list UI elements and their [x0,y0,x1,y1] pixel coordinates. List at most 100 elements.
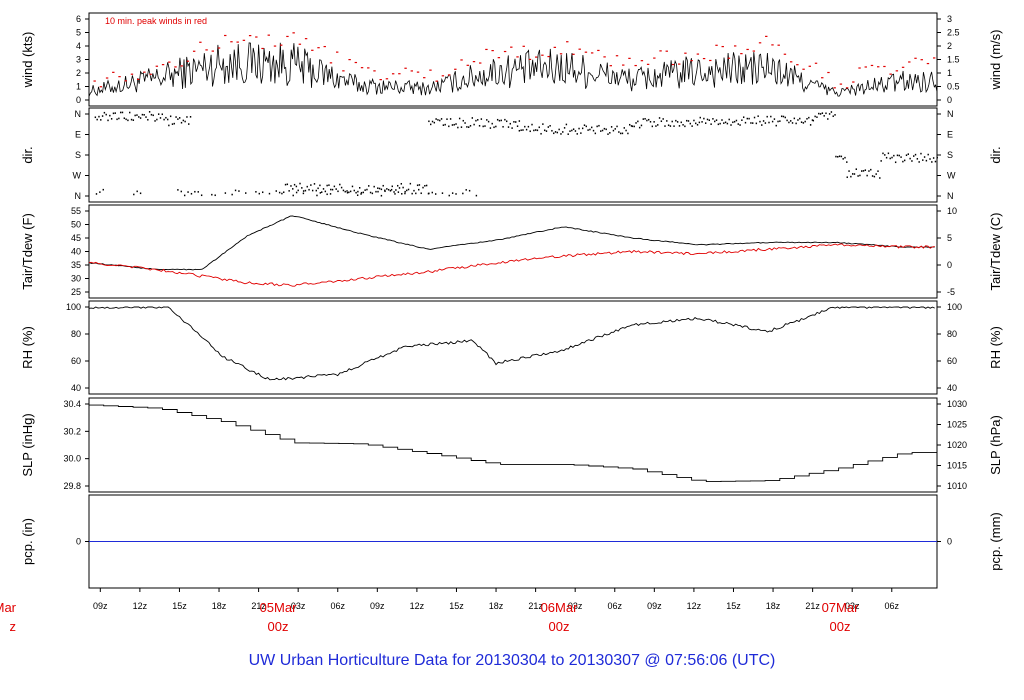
direction-point [902,160,904,163]
direction-point [295,191,298,194]
panel-frame [88,12,938,107]
y-tick-label: 1.5 [947,55,960,65]
direction-point [846,176,848,179]
direction-point [704,122,707,124]
direction-point [360,191,363,194]
direction-point [214,194,216,197]
y-tick-label: 60 [947,356,957,366]
direction-point [386,188,388,190]
direction-point [182,119,185,122]
direction-point [169,115,172,118]
direction-point [589,128,591,131]
direction-point [640,124,643,127]
direction-point [775,124,777,127]
direction-point [685,119,688,122]
direction-point [344,190,346,193]
direction-point [234,189,237,192]
direction-point [293,183,296,186]
direction-point [319,192,322,194]
direction-point [616,125,618,128]
direction-point [518,129,521,132]
direction-point [660,120,663,123]
direction-point [428,192,430,195]
x-tick-label: 18z [489,601,504,611]
direction-point [806,117,808,120]
direction-point [480,118,483,120]
direction-point [346,191,349,194]
direction-point [844,156,846,159]
direction-point [687,120,690,122]
tdew-line [88,243,935,287]
direction-point [401,193,403,195]
direction-point [299,182,301,185]
direction-point [723,122,725,124]
direction-point [931,161,933,163]
direction-point [853,173,856,175]
direction-point [416,184,419,187]
x-tick-label: 15z [726,601,741,611]
direction-point [730,124,732,126]
direction-point [649,120,652,123]
direction-point [333,185,336,188]
direction-point [224,192,227,194]
footer-title: UW Urban Horticulture Data for 20130304 … [249,652,776,669]
direction-point [682,124,684,126]
direction-point [147,118,149,121]
direction-point [531,123,533,126]
direction-point [830,111,833,113]
direction-point [491,122,493,125]
direction-point [473,123,475,126]
direction-point [742,116,745,119]
direction-point [903,159,906,162]
y-tick-label: 1 [947,68,952,78]
time-axis: 09z 12z 15z 18z 21z 03z 06z 09z 12z 15z 18z 21z 03z 0… [0,588,900,634]
direction-point [177,118,179,120]
y-tick-label: 6 [76,14,81,24]
direction-point [633,125,635,128]
x-tick-label: 06z [330,601,345,611]
direction-point [587,129,589,131]
direction-point [885,156,888,159]
y-axis-label-right: RH (%) [988,326,1003,369]
direction-point [728,118,730,121]
direction-point [929,158,931,160]
direction-point [167,118,169,121]
direction-point [322,188,325,190]
direction-point [511,127,513,129]
direction-point [614,128,616,130]
direction-point [800,121,803,123]
direction-point [245,192,247,194]
direction-point [288,190,290,192]
direction-point [905,154,908,157]
direction-point [441,192,444,194]
direction-point [163,118,165,121]
direction-point [591,126,593,129]
direction-point [543,129,546,132]
y-tick-label: N [75,109,82,119]
direction-point [393,191,395,193]
direction-point [302,192,305,195]
direction-point [439,119,441,122]
direction-point [339,183,341,186]
direction-point [468,189,471,192]
y-tick-label: N [75,191,82,201]
direction-point [369,191,372,194]
direction-point [177,189,179,191]
direction-point [475,194,478,197]
direction-point [326,193,328,196]
direction-point [502,125,504,128]
direction-point [768,121,770,124]
direction-point [171,123,174,125]
direction-point [356,194,359,197]
direction-point [779,120,781,122]
direction-point [710,123,712,125]
x-tick-label: 06z [885,601,900,611]
direction-point [717,123,720,126]
direction-point [156,118,158,121]
direction-point [580,132,582,134]
direction-point [286,183,289,186]
direction-point [675,119,677,122]
day-hour-label: z [10,619,17,634]
direction-point [513,121,515,123]
direction-point [780,115,783,118]
